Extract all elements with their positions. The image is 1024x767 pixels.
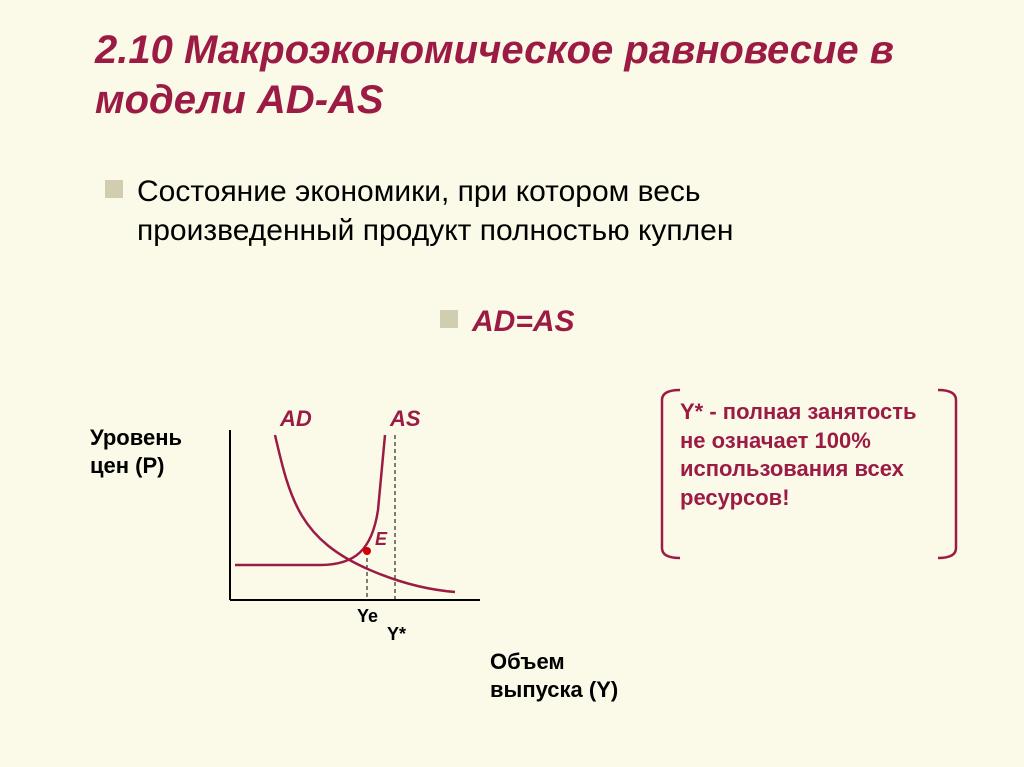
svg-text:Y*: Y* xyxy=(387,624,406,644)
bullet-row-1: Состояние экономики, при котором весь пр… xyxy=(105,172,905,250)
equation-text: AD=AS xyxy=(472,302,575,341)
slide-root: 2.10 Макроэкономическое равновесие в мод… xyxy=(0,0,1024,767)
svg-text:E: E xyxy=(375,529,388,549)
bullet-marker xyxy=(105,180,123,198)
svg-text:AD: AD xyxy=(279,406,312,431)
svg-text:AS: AS xyxy=(389,406,421,431)
bracket-right-icon xyxy=(938,388,960,560)
y-axis-label: Уровеньцен (P) xyxy=(90,424,182,479)
bracket-left-icon xyxy=(658,388,680,560)
chart-svg: ADASEYeY* xyxy=(200,410,500,680)
x-axis-label: Объемвыпуска (Y) xyxy=(490,648,618,703)
bullet-text-1: Состояние экономики, при котором весь пр… xyxy=(137,172,905,250)
equation-row: AD=AS xyxy=(440,302,575,341)
slide-title: 2.10 Макроэкономическое равновесие в мод… xyxy=(95,25,935,125)
svg-text:Ye: Ye xyxy=(357,606,378,626)
note-text: Y* - полная занятость не означает 100% и… xyxy=(680,398,935,512)
bullet-marker xyxy=(440,310,458,328)
ad-as-chart: ADASEYeY* xyxy=(200,410,500,630)
